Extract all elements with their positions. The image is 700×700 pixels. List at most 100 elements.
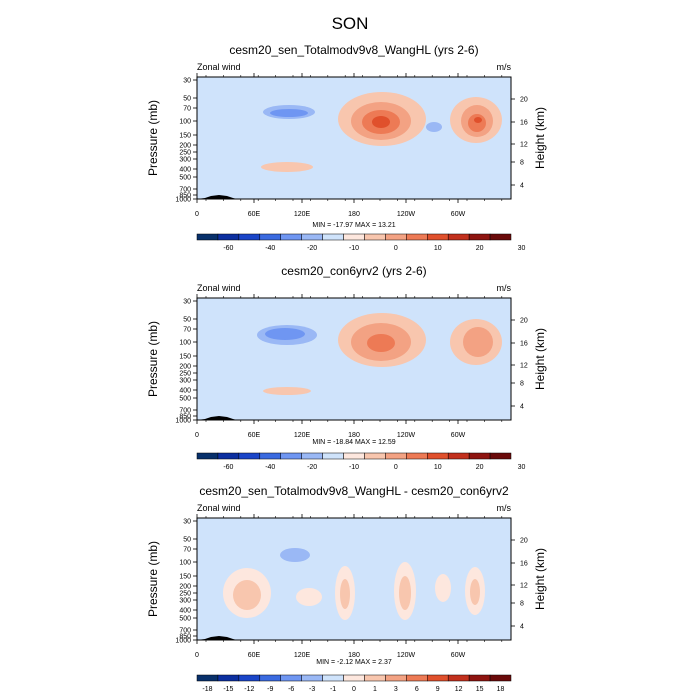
x-tick-label: 60W <box>451 432 466 439</box>
y-tick-label: 300 <box>179 598 191 605</box>
panel-title: cesm20_sen_Totalmodv9v8_WangHL (yrs 2-6) <box>229 43 478 57</box>
contour-region-3 <box>470 579 480 605</box>
contour-region-40 <box>474 117 482 123</box>
colorbar-label: -60 <box>223 245 233 252</box>
colorbar-box <box>259 233 281 241</box>
colorbar-box <box>217 674 240 682</box>
colorbar-box <box>217 452 240 460</box>
y-right-tick-label: 8 <box>520 160 524 167</box>
figure-title: SON <box>332 14 369 33</box>
colorbar-label: -60 <box>223 464 233 471</box>
colorbar-box <box>238 233 261 241</box>
y-axis-right-title: Height (km) <box>533 328 547 390</box>
y-right-tick-label: 16 <box>520 561 528 568</box>
y-tick-label: 50 <box>183 317 191 324</box>
y-right-tick-label: 8 <box>520 601 524 608</box>
x-tick-label: 120W <box>397 652 416 659</box>
x-tick-label: 120W <box>397 211 416 218</box>
colorbar-box <box>364 233 386 241</box>
y-right-tick-label: 4 <box>520 624 524 631</box>
panel-title: cesm20_sen_Totalmodv9v8_WangHL - cesm20_… <box>199 484 509 498</box>
contour-region--3 <box>280 548 310 562</box>
plot-area <box>196 517 512 641</box>
x-tick-label: 0 <box>195 432 199 439</box>
panel-difference: cesm20_sen_Totalmodv9v8_WangHL - cesm20_… <box>146 484 547 693</box>
y-right-tick-label: 16 <box>520 341 528 348</box>
colorbar-box <box>301 674 323 682</box>
colorbar: -18 -15 -12 -9 -6 -3 -1 0 1 3 6 9 12 15 18 <box>196 674 512 693</box>
x-tick-label: 0 <box>195 652 199 659</box>
y-axis-right-title: Height (km) <box>533 107 547 169</box>
contour-region-20 <box>463 327 493 357</box>
colorbar-label: 0 <box>352 686 356 693</box>
colorbar-box <box>447 452 470 460</box>
colorbar-label: 20 <box>476 464 484 471</box>
y-tick-label: 200 <box>179 364 191 371</box>
y-tick-label: 1000 <box>175 418 191 425</box>
units-string: m/s <box>497 62 512 72</box>
contour-region--20 <box>265 328 305 340</box>
colorbar-label: 9 <box>436 686 440 693</box>
x-tick-label: 60W <box>451 211 466 218</box>
y-axis-right: 20 16 12 8 4 <box>511 97 528 190</box>
colorbar-box <box>238 674 261 682</box>
colorbar-box <box>301 452 323 460</box>
y-tick-label: 200 <box>179 143 191 150</box>
x-tick-label: 180 <box>348 652 360 659</box>
x-tick-label: 60E <box>248 432 261 439</box>
y-right-tick-label: 12 <box>520 363 528 370</box>
y-tick-label: 150 <box>179 354 191 361</box>
colorbar-box <box>238 452 261 460</box>
y-tick-label: 100 <box>179 340 191 347</box>
colorbar-label: 18 <box>497 686 505 693</box>
x-tick-label: 180 <box>348 211 360 218</box>
colorbar-box <box>343 452 365 460</box>
colorbar-label: -10 <box>349 245 359 252</box>
y-right-tick-label: 4 <box>520 183 524 190</box>
y-axis-title: Pressure (mb) <box>146 100 160 176</box>
colorbar-box <box>385 452 407 460</box>
contour-region--10 <box>426 122 442 132</box>
min-max-stats: MIN = -2.12 MAX = 2.37 <box>316 659 392 666</box>
plot-area <box>196 76 512 200</box>
left-string: Zonal wind <box>197 62 241 72</box>
y-tick-label: 500 <box>179 175 191 182</box>
y-tick-label: 50 <box>183 96 191 103</box>
x-tick-label: 120E <box>294 652 311 659</box>
colorbar-label: -10 <box>349 464 359 471</box>
colorbar-label: 30 <box>518 464 526 471</box>
topography <box>197 195 237 199</box>
contour-region--20 <box>270 109 308 117</box>
y-axis-title: Pressure (mb) <box>146 541 160 617</box>
x-axis: 0 60E 120E 180 120W 60W <box>195 73 503 218</box>
colorbar-box <box>280 233 302 241</box>
min-max-stats: MIN = -18.84 MAX = 12.59 <box>312 439 395 446</box>
y-tick-label: 400 <box>179 608 191 615</box>
y-tick-label: 700 <box>179 628 191 635</box>
colorbar-label: 10 <box>434 464 442 471</box>
x-tick-label: 0 <box>195 211 199 218</box>
colorbar-box <box>217 233 240 241</box>
y-tick-label: 400 <box>179 388 191 395</box>
colorbar-label: 15 <box>476 686 484 693</box>
y-axis-right-title: Height (km) <box>533 548 547 610</box>
y-right-tick-label: 12 <box>520 583 528 590</box>
colorbar-box <box>406 452 428 460</box>
colorbar-label: 10 <box>434 245 442 252</box>
colorbar-label: -1 <box>330 686 336 693</box>
y-axis-title: Pressure (mb) <box>146 321 160 397</box>
panel-modified-run: cesm20_sen_Totalmodv9v8_WangHL (yrs 2-6)… <box>146 43 547 252</box>
x-axis: 0 60E 120E 180 120W 60W <box>195 514 503 659</box>
colorbar-box <box>489 674 512 682</box>
y-tick-label: 150 <box>179 133 191 140</box>
min-max-stats: MIN = -17.97 MAX = 13.21 <box>312 222 395 229</box>
y-tick-label: 100 <box>179 119 191 126</box>
colorbar-box <box>196 452 219 460</box>
contour-region--1 <box>197 518 511 543</box>
y-tick-label: 70 <box>183 547 191 554</box>
y-tick-label: 30 <box>183 519 191 526</box>
y-right-tick-label: 16 <box>520 120 528 127</box>
colorbar: -60 -40 -20 -10 0 10 20 30 <box>196 452 526 471</box>
